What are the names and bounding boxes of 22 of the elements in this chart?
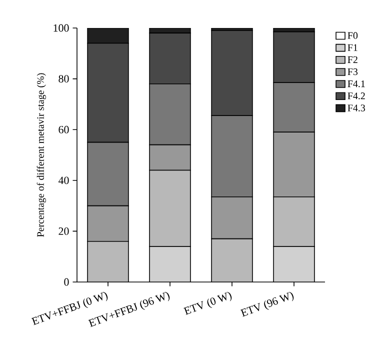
legend-label: F1 [348, 44, 358, 51]
y-tick-label: 60 [58, 126, 69, 134]
bar [88, 241, 128, 282]
y-tick-label: 0 [64, 278, 69, 286]
legend-label: F4.1 [348, 80, 365, 88]
y-tick-label: 80 [58, 75, 69, 82]
x-tick-label: ETV (96 W) [240, 292, 294, 317]
bar [212, 238, 252, 282]
bar [273, 246, 315, 282]
bar [149, 170, 191, 247]
legend-label: F2 [348, 56, 358, 63]
y-tick-label: 40 [58, 176, 69, 184]
legend-label: F4.2 [348, 92, 365, 100]
x-tick-label: ETV (0 W) [183, 292, 232, 315]
y-axis-title: Percentage of different metavir stage (%) [36, 73, 46, 237]
y-tick-label: 20 [58, 228, 69, 235]
legend-label: F3 [348, 68, 358, 76]
bar [273, 196, 315, 247]
legend-label: F0 [348, 32, 358, 39]
bar [150, 246, 190, 282]
y-tick-label: 100 [54, 24, 69, 32]
legend-label: F4.3 [348, 104, 366, 112]
